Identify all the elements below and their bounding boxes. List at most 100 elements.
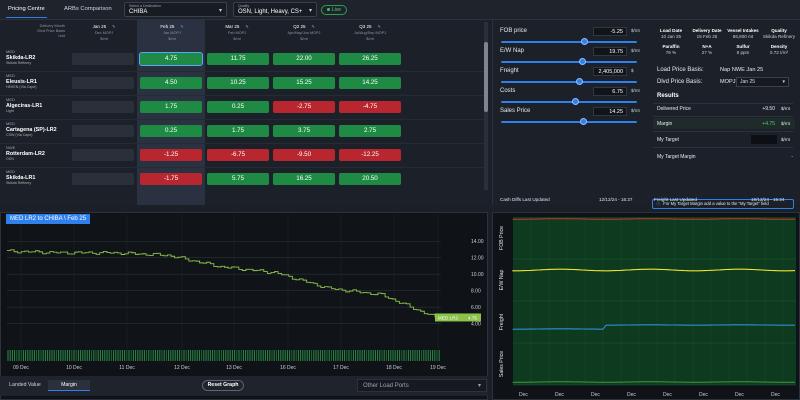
quality-caption: Quality	[238, 4, 250, 8]
price-cell[interactable]: 20.50	[339, 173, 401, 185]
slider-value-input[interactable]: 6.75	[593, 87, 627, 96]
x-tick-label: Dec	[591, 392, 600, 398]
slider-value-input[interactable]: 14.25	[593, 107, 627, 116]
price-cell[interactable]: 26.25	[339, 53, 401, 65]
price-cell[interactable]: -2.75	[273, 101, 335, 113]
price-cell[interactable]: 16.25	[273, 173, 335, 185]
scrollbar-thumb[interactable]	[484, 42, 488, 112]
tab-landed-value[interactable]: Landed Value	[9, 382, 41, 388]
x-tick-label: 16 Dec	[280, 365, 296, 371]
tab-arbs-comparison[interactable]: ARBs Comparison	[64, 6, 112, 12]
x-tick-label: Dec	[627, 392, 636, 398]
row-name: Eleusis-LR1	[6, 79, 37, 85]
column-unit: $/mt	[168, 37, 176, 41]
price-cell[interactable]: 2.75	[339, 125, 401, 137]
slider-handle[interactable]	[579, 58, 586, 65]
edit-icon[interactable]: ✎	[311, 24, 315, 29]
price-cell[interactable]: 1.75	[207, 125, 269, 137]
dlvd-month-select[interactable]: Jan 25 ▾	[736, 77, 789, 87]
price-cell[interactable]: 0.25	[207, 101, 269, 113]
price-cell[interactable]: 4.50	[140, 77, 202, 89]
x-tick-label: 12 Dec	[174, 365, 190, 371]
info-note-text: For My Target Margin add a value to the …	[663, 201, 769, 206]
band-label: E/W Nap	[499, 270, 505, 291]
component-chart[interactable]: FOB Price E/W Nap Freight Sales Price Dec Dec…	[492, 212, 800, 400]
results-title: Results	[657, 93, 679, 99]
x-tick-label: 17 Dec	[333, 365, 349, 371]
result-divider	[653, 116, 793, 117]
quality-select[interactable]: Quality OSN, Light, Heavy, CS+ ▾	[233, 2, 317, 17]
price-cell[interactable]: 11.75	[207, 53, 269, 65]
slider-track[interactable]	[501, 98, 637, 105]
last-value-tag-label: MED LR2	[438, 315, 458, 320]
price-cell[interactable]: -4.75	[339, 101, 401, 113]
slider-label: Sales Price	[500, 108, 531, 114]
slider-value-input[interactable]: 2,405,000	[593, 67, 627, 76]
tab-margin[interactable]: Margin	[48, 380, 90, 391]
edit-icon[interactable]: ✎	[377, 24, 381, 29]
column-header-q225[interactable]: Q2 25 ✎ Apr/May/Jun MOPJ $/mt	[272, 24, 336, 41]
price-cell[interactable]	[72, 53, 134, 65]
slider-track[interactable]	[501, 118, 637, 125]
row-desc: Skikda Refinery	[6, 61, 32, 65]
slider-track[interactable]	[501, 78, 637, 85]
y-tick-label: 6.00	[471, 305, 481, 311]
tab-pricing-centre[interactable]: Pricing Centre	[6, 4, 47, 18]
slider-handle[interactable]	[580, 118, 587, 125]
margin-highlight	[653, 118, 795, 129]
price-cell[interactable]: -1.25	[140, 149, 202, 161]
calculator-panel: FOB price -5.25 $/mt E/W Nap 19.75 $/mt …	[492, 20, 800, 209]
price-cell[interactable]	[72, 125, 134, 137]
other-load-ports-select[interactable]: Other Load Ports ▾	[357, 379, 487, 392]
band-label: Sales Price	[499, 351, 505, 377]
price-cell[interactable]: 15.25	[273, 77, 335, 89]
price-cell[interactable]: 3.75	[273, 125, 335, 137]
grid-scrollbar[interactable]	[484, 22, 488, 190]
price-cell[interactable]: 1.75	[140, 101, 202, 113]
row-desc: Skikda Refinery	[6, 181, 32, 185]
price-history-chart[interactable]: 14.00 12.00 10.00 8.00 6.00 4.00 09 Dec 10 Dec 1…	[0, 212, 488, 400]
price-cell[interactable]	[72, 173, 134, 185]
edit-icon[interactable]: ✎	[245, 24, 249, 29]
slider-track[interactable]	[501, 58, 637, 65]
price-cell[interactable]: 10.25	[207, 77, 269, 89]
price-cell[interactable]: 14.25	[339, 77, 401, 89]
price-cell[interactable]: 22.00	[273, 53, 335, 65]
slider-value-input[interactable]: -5.25	[593, 27, 627, 36]
destination-select[interactable]: Select a Destination CHIBA ▾	[124, 2, 227, 17]
reset-graph-button[interactable]: Reset Graph	[202, 380, 244, 391]
column-header-jan25[interactable]: Jan 25 ✎ Dec MOPJ $/mt	[72, 24, 136, 41]
slider-track[interactable]	[501, 38, 637, 45]
price-cell[interactable]: 5.75	[207, 173, 269, 185]
row-label: MED Skikda-LR2 Skikda Refinery	[6, 49, 66, 65]
price-cell[interactable]: 4.75	[139, 52, 203, 66]
slider-handle[interactable]	[581, 38, 588, 45]
column-header-mar25[interactable]: Mar 25 ✎ Feb MOPJ $/mt	[205, 24, 269, 41]
row-region: MED	[6, 121, 15, 126]
price-cell[interactable]: -12.25	[339, 149, 401, 161]
column-basis: Dec MOPJ	[94, 31, 114, 35]
price-cell[interactable]	[72, 77, 134, 89]
column-header-feb25[interactable]: Feb 25 ✎ Jan MOPJ $/mt	[140, 24, 204, 41]
edit-icon[interactable]: ✎	[180, 24, 184, 29]
live-toggle[interactable]: Live	[321, 5, 347, 15]
price-cell[interactable]: -6.75	[207, 149, 269, 161]
slider-value-input[interactable]: 19.75	[593, 47, 627, 56]
info-value: Skikda Refinery	[762, 34, 796, 39]
my-target-input[interactable]	[751, 135, 777, 144]
slider-handle[interactable]	[576, 78, 583, 85]
info-header: Density	[770, 44, 788, 49]
price-cell[interactable]	[72, 149, 134, 161]
price-cell[interactable]: 0.25	[140, 125, 202, 137]
price-cell[interactable]: -9.50	[273, 149, 335, 161]
column-label: Q2 25	[293, 24, 306, 29]
cash-diffs-label: Cash Diffs Last Updated	[500, 197, 550, 202]
column-header-q325[interactable]: Q3 25 ✎ Jul/Aug/Sep MOPJ $/mt	[338, 24, 402, 41]
row-name: Skikda-LR2	[6, 55, 36, 61]
edit-icon[interactable]: ✎	[112, 24, 116, 29]
row-desc: OSN	[6, 157, 14, 161]
price-cell[interactable]: -1.75	[140, 173, 202, 185]
row-desc: Light	[6, 109, 14, 113]
price-cell[interactable]	[72, 101, 134, 113]
slider-handle[interactable]	[572, 98, 579, 105]
